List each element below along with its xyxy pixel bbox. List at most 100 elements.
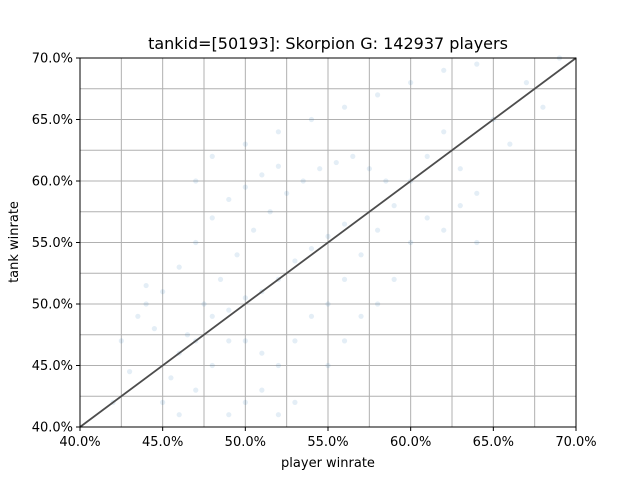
scatter-point <box>193 178 199 184</box>
scatter-point <box>209 313 215 319</box>
scatter-point <box>457 166 463 172</box>
scatter-point <box>474 239 480 246</box>
scatter-point <box>424 215 430 221</box>
scatter-point <box>160 289 166 295</box>
y-tick-label: 65.0% <box>32 113 73 128</box>
scatter-point <box>424 153 430 159</box>
scatter-point <box>275 129 281 135</box>
scatter-point <box>193 387 199 393</box>
scatter-point <box>523 80 530 86</box>
scatter-point <box>176 264 182 270</box>
scatter-point <box>325 233 331 239</box>
scatter-point <box>317 166 323 172</box>
x-axis-title: player winrate <box>281 456 375 471</box>
y-tick-label: 70.0% <box>32 52 73 67</box>
scatter-point <box>441 67 447 73</box>
scatter-point <box>209 362 215 369</box>
scatter-point <box>457 203 463 209</box>
scatter-point <box>184 332 191 338</box>
scatter-point <box>267 209 273 215</box>
scatter-point <box>474 190 480 196</box>
scatter-point <box>259 172 265 178</box>
y-tick-label: 55.0% <box>32 236 73 251</box>
x-tick-label: 40.0% <box>59 435 100 450</box>
scatter-point <box>391 203 397 209</box>
y-tick-label: 60.0% <box>32 175 73 190</box>
scatter-point <box>408 239 414 246</box>
x-tick-label: 60.0% <box>390 435 431 450</box>
scatter-point <box>151 326 157 332</box>
scatter-point <box>242 338 248 344</box>
scatter-point <box>474 61 480 67</box>
scatter-point <box>341 104 348 110</box>
scatter-point <box>292 258 298 264</box>
scatter-point <box>441 227 447 233</box>
scatter-point <box>284 190 290 196</box>
x-axis-ticks: 40.0% 45.0% 50.0% 55.0% 60.0% 65.0% 70.0% <box>59 427 597 450</box>
scatter-point <box>341 276 348 282</box>
y-axis-title: tank winrate <box>7 201 22 283</box>
scatter-point <box>127 369 133 375</box>
chart-title: tankid=[50193]: Skorpion G: 142937 playe… <box>148 34 508 53</box>
data-points <box>110 55 563 418</box>
scatter-point <box>391 276 397 282</box>
scatter-point <box>143 282 149 289</box>
scatter-point <box>275 163 281 169</box>
y-tick-label: 40.0% <box>32 421 73 436</box>
scatter-point <box>358 252 364 258</box>
scatter-point <box>383 178 389 184</box>
x-tick-label: 55.0% <box>307 435 348 450</box>
scatter-point <box>135 313 141 319</box>
scatter-point <box>242 399 248 405</box>
scatter-point <box>358 313 364 319</box>
x-tick-label: 50.0% <box>225 435 266 450</box>
x-tick-label: 45.0% <box>142 435 183 450</box>
scatter-point <box>408 80 414 86</box>
scatter-point <box>242 184 248 190</box>
scatter-point <box>242 141 248 147</box>
scatter-point <box>226 196 232 203</box>
scatter-point <box>226 412 232 418</box>
scatter-point <box>300 178 306 184</box>
scatter-point <box>209 215 215 221</box>
scatter-point <box>350 153 356 159</box>
scatter-point <box>275 412 281 418</box>
scatter-point <box>118 338 124 344</box>
scatter-point <box>160 399 166 405</box>
scatter-point <box>366 166 372 172</box>
scatter-point <box>209 153 215 159</box>
y-axis-ticks: 40.0% 45.0% 50.0% 55.0% 60.0% 65.0% 70.0% <box>32 52 80 436</box>
scatter-point <box>540 104 546 110</box>
scatter-point <box>259 350 265 356</box>
scatter-point <box>375 227 381 233</box>
scatter-point <box>292 399 298 405</box>
scatter-point <box>143 301 149 307</box>
scatter-point <box>226 338 232 344</box>
scatter-point <box>226 307 232 313</box>
scatter-point <box>168 375 174 381</box>
reference-diagonal-line <box>79 57 577 428</box>
x-tick-label: 65.0% <box>473 435 514 450</box>
scatter-point <box>242 295 248 301</box>
scatter-point <box>341 338 348 344</box>
scatter-point <box>441 129 447 135</box>
scatter-point <box>176 412 182 418</box>
scatter-point <box>234 252 240 258</box>
scatter-point <box>251 227 257 233</box>
scatter-point <box>308 246 315 252</box>
plot-area <box>79 55 577 428</box>
scatter-point <box>308 116 315 123</box>
scatter-point <box>325 301 331 307</box>
scatter-point <box>308 313 315 319</box>
y-tick-label: 50.0% <box>32 298 73 313</box>
scatter-point <box>507 141 513 147</box>
scatter-point <box>375 301 381 307</box>
scatter-point <box>292 338 298 344</box>
x-tick-label: 70.0% <box>555 435 596 450</box>
y-tick-label: 45.0% <box>32 359 73 374</box>
scatter-point <box>341 221 348 227</box>
scatter-point <box>259 387 265 393</box>
scatter-point <box>375 92 381 98</box>
scatter-point <box>325 362 331 369</box>
